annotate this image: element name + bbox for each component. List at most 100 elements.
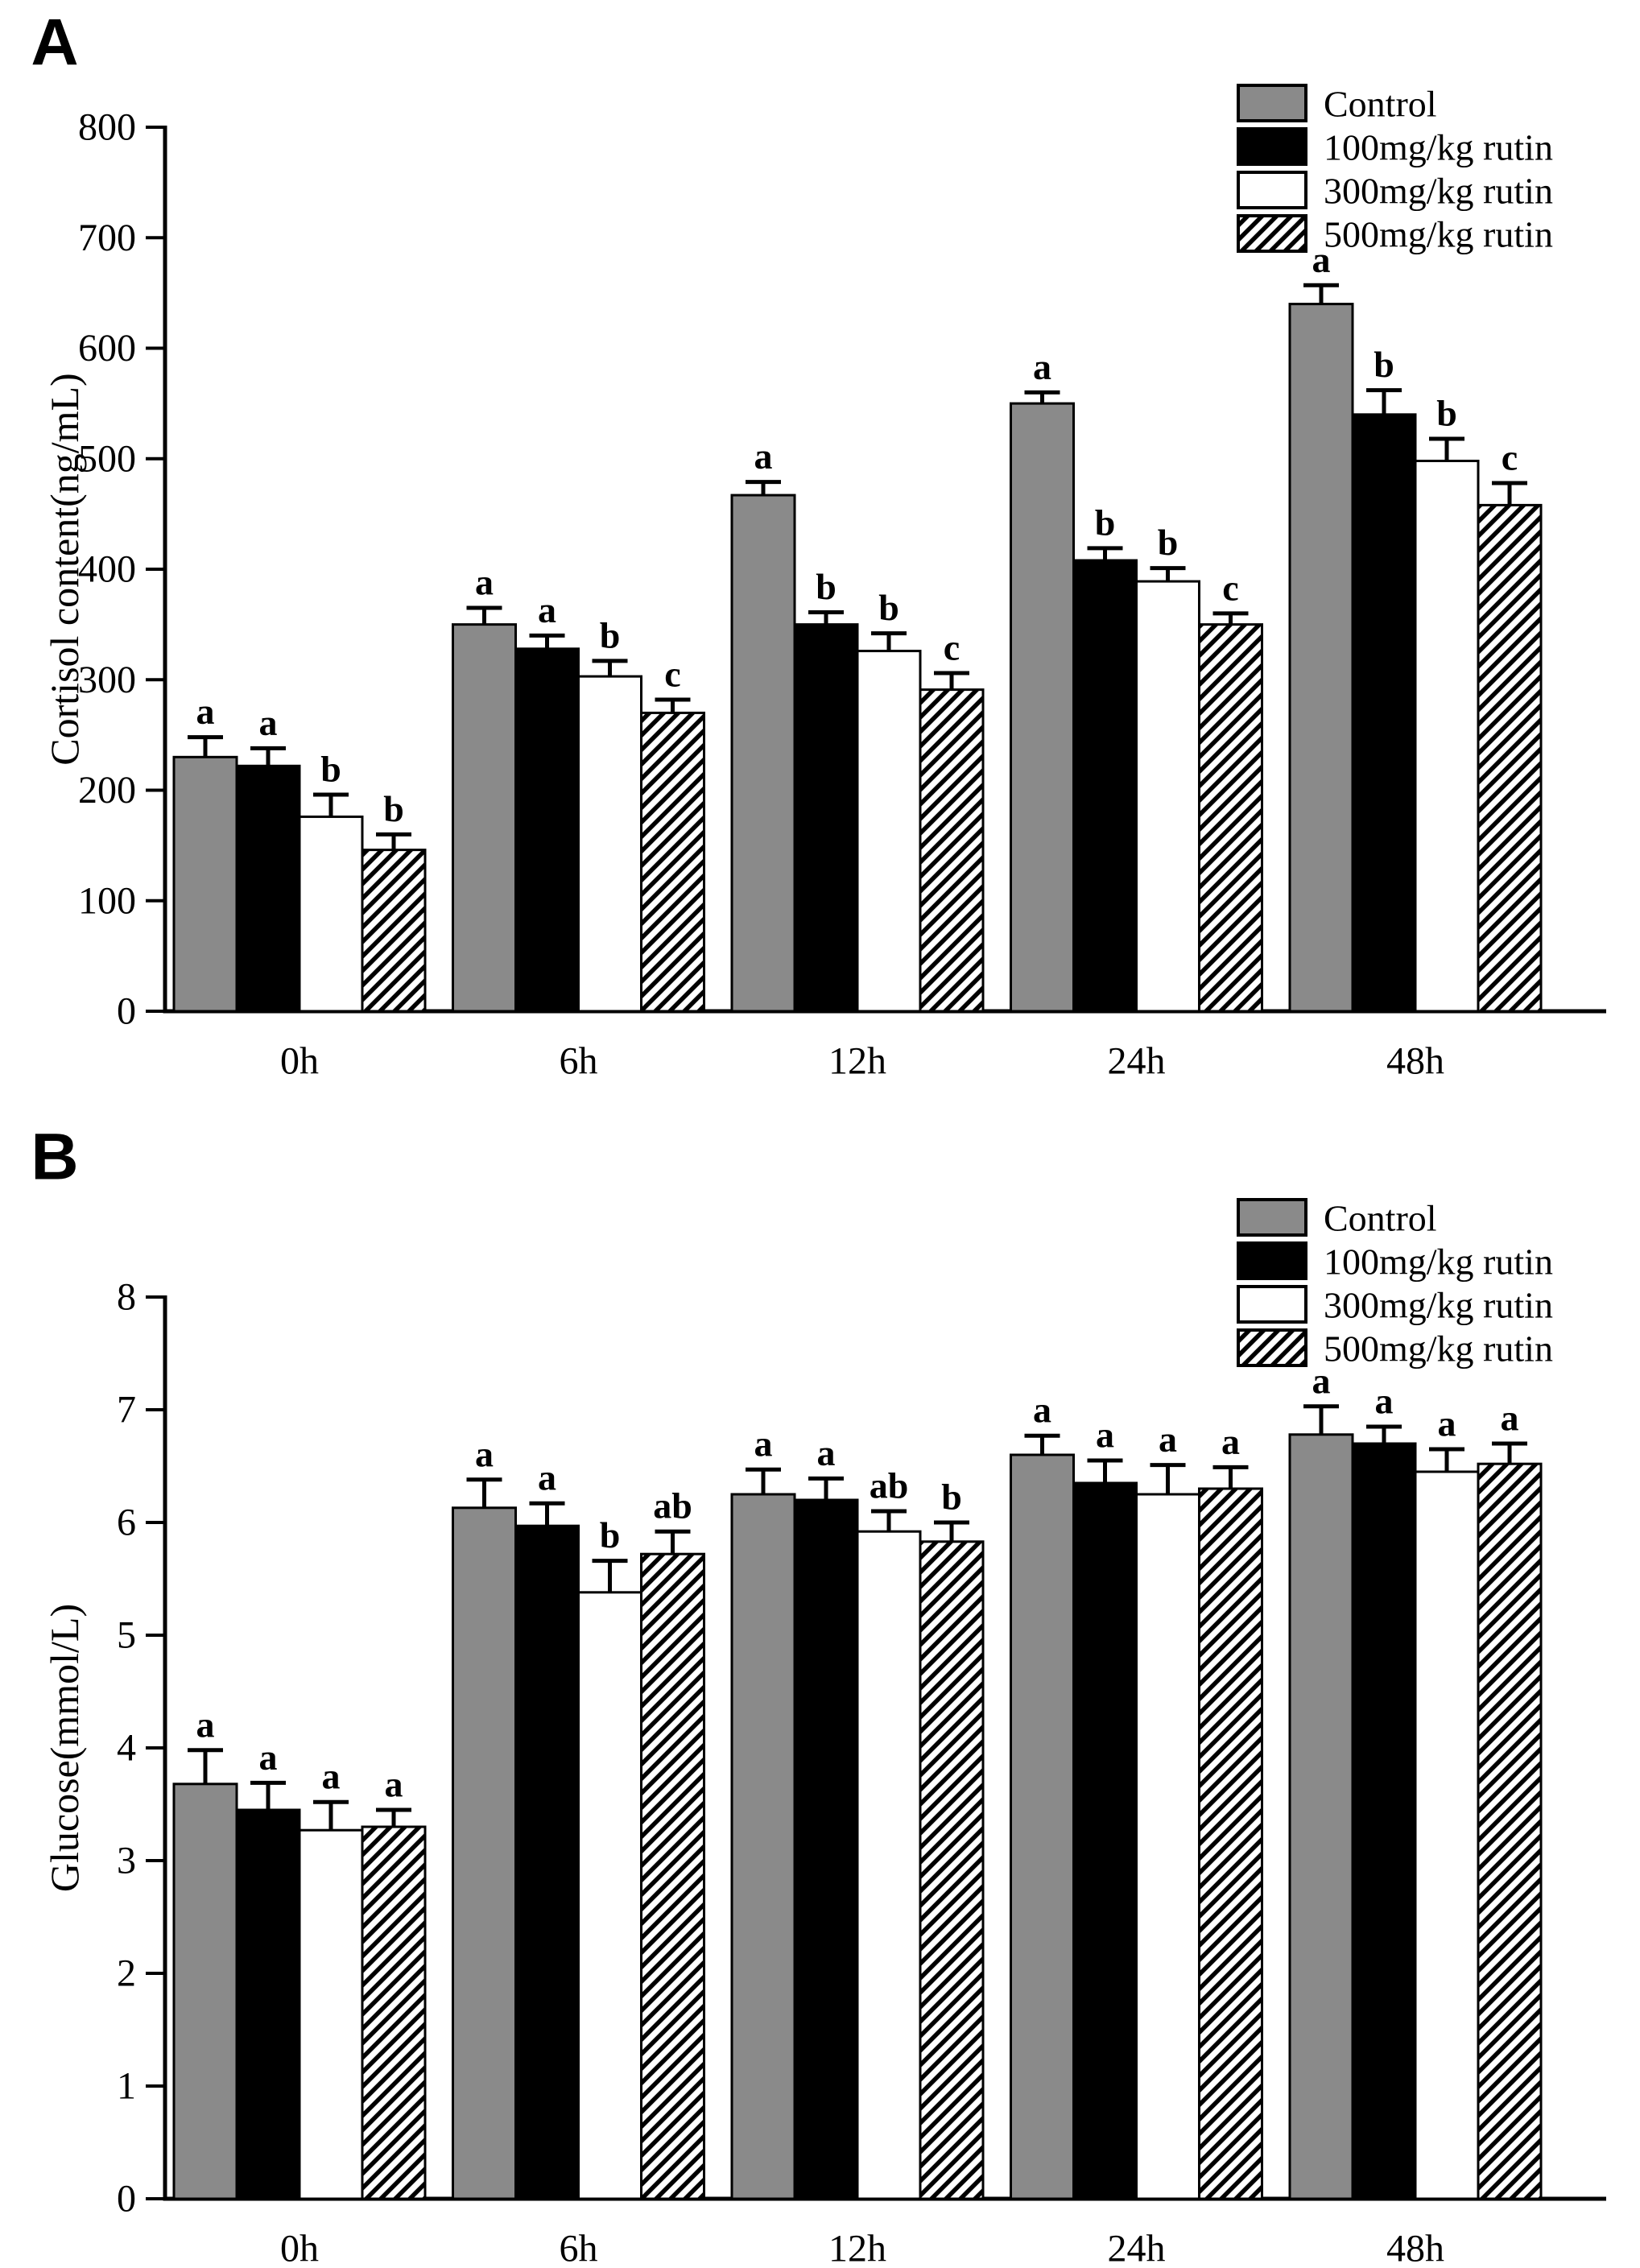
significance-letter: a xyxy=(1033,346,1051,387)
bar-hatch-24h xyxy=(1198,1487,1263,2200)
x-tick-label: 48h xyxy=(1386,2228,1444,2268)
y-tick-label: 700 xyxy=(78,217,136,259)
bar-white-6h xyxy=(577,1591,642,2200)
significance-letter: a xyxy=(475,562,494,603)
bar-white-48h xyxy=(1414,459,1480,1013)
y-tick-label: 300 xyxy=(78,659,136,701)
legend-swatch-hatch-icon xyxy=(1237,214,1307,253)
significance-letter: a xyxy=(1033,1390,1051,1431)
significance-letter: b xyxy=(941,1477,962,1518)
significance-letter: ab xyxy=(870,1465,909,1506)
bar-hatch-48h xyxy=(1477,1462,1543,2200)
significance-letter: b xyxy=(1436,393,1457,434)
significance-letter: b xyxy=(878,587,899,628)
bar-hatch-6h xyxy=(640,711,705,1013)
legend-swatch-hatch-icon xyxy=(1237,1328,1307,1367)
significance-letter: b xyxy=(1158,522,1179,563)
legend-swatch-white-icon xyxy=(1237,1285,1307,1324)
significance-letter: a xyxy=(754,436,773,477)
legend-label: 100mg/kg rutin xyxy=(1324,1241,1553,1283)
significance-letter: b xyxy=(600,1514,621,1555)
bar-black-0h xyxy=(235,1808,301,2200)
bar-white-48h xyxy=(1414,1470,1480,2200)
legend-label: Control xyxy=(1324,1198,1437,1239)
bar-white-24h xyxy=(1135,580,1200,1013)
legend-label: 300mg/kg rutin xyxy=(1324,171,1553,212)
bar-hatch-24h xyxy=(1198,623,1263,1013)
legend-swatch-black-icon xyxy=(1237,127,1307,166)
bar-black-12h xyxy=(793,1498,859,2200)
significance-letter: a xyxy=(1312,239,1331,280)
y-tick-label: 7 xyxy=(117,1389,136,1431)
bar-gray-48h xyxy=(1288,1433,1354,2200)
panel-A: A 0 100 200 300 400 500 600 700 800 Cortisol conte… xyxy=(31,6,1606,1083)
bar-black-6h xyxy=(514,1524,580,2200)
y-tick-label: 6 xyxy=(117,1502,136,1544)
significance-letter: a xyxy=(817,1432,836,1473)
bar-black-24h xyxy=(1072,1481,1138,2200)
significance-letter: c xyxy=(1502,436,1518,477)
bar-white-24h xyxy=(1135,1493,1200,2200)
significance-letter: a xyxy=(1375,1381,1394,1422)
bar-gray-6h xyxy=(452,1506,517,2200)
panel-label-A: A xyxy=(31,6,78,80)
significance-letter: a xyxy=(1501,1398,1519,1439)
significance-letter: b xyxy=(600,614,621,655)
significance-letter: a xyxy=(1096,1415,1114,1456)
significance-letter: a xyxy=(196,1704,215,1745)
y-tick-label: 200 xyxy=(78,769,136,812)
bar-gray-24h xyxy=(1010,402,1075,1013)
significance-letter: c xyxy=(944,627,960,668)
bar-black-48h xyxy=(1351,413,1417,1013)
bar-black-12h xyxy=(793,623,859,1013)
x-tick-label: 12h xyxy=(828,2228,886,2268)
significance-letter: a xyxy=(538,589,556,630)
y-tick-label: 400 xyxy=(78,548,136,591)
bar-gray-12h xyxy=(730,494,796,1013)
x-tick-label: 6h xyxy=(560,1040,598,1083)
legend-label: 500mg/kg rutin xyxy=(1324,1328,1553,1369)
significance-letter: a xyxy=(538,1457,556,1498)
significance-letter: a xyxy=(259,1737,278,1778)
bar-black-48h xyxy=(1351,1442,1417,2200)
bar-hatch-12h xyxy=(919,688,985,1013)
bar-gray-0h xyxy=(172,755,238,1013)
y-tick-label: 0 xyxy=(117,990,136,1033)
bar-white-12h xyxy=(856,1530,922,2200)
y-tick-label: 8 xyxy=(117,1276,136,1319)
significance-letter: a xyxy=(1438,1403,1456,1444)
significance-letter: b xyxy=(1374,344,1394,385)
y-tick-label: 2 xyxy=(117,1952,136,1995)
bar-hatch-48h xyxy=(1477,503,1543,1013)
legend-swatch-gray-icon xyxy=(1237,84,1307,122)
x-tick-label: 48h xyxy=(1386,1040,1444,1083)
significance-letter: a xyxy=(1221,1421,1240,1462)
bar-black-24h xyxy=(1072,559,1138,1013)
x-tick-label: 24h xyxy=(1108,1040,1166,1083)
significance-letter: a xyxy=(1312,1360,1331,1401)
bar-black-0h xyxy=(235,764,301,1013)
y-axis-title: Glucose(mmol/L) xyxy=(42,1604,87,1892)
significance-letter: a xyxy=(1159,1419,1177,1460)
x-tick-label: 0h xyxy=(280,2228,319,2268)
y-tick-label: 1 xyxy=(117,2065,136,2108)
significance-letter: a xyxy=(385,1764,403,1805)
significance-letter: a xyxy=(196,691,215,732)
y-tick-label: 500 xyxy=(78,437,136,480)
bar-gray-12h xyxy=(730,1493,796,2200)
bar-hatch-6h xyxy=(640,1552,705,2200)
significance-letter: a xyxy=(322,1756,341,1797)
bar-gray-0h xyxy=(172,1783,238,2200)
bar-gray-24h xyxy=(1010,1453,1075,2200)
bar-hatch-0h xyxy=(361,849,427,1013)
x-tick-label: 24h xyxy=(1108,2228,1166,2268)
y-tick-label: 100 xyxy=(78,879,136,922)
significance-letter: b xyxy=(320,748,341,789)
y-tick-label: 800 xyxy=(78,106,136,149)
legend-swatch-black-icon xyxy=(1237,1241,1307,1280)
bar-gray-6h xyxy=(452,623,517,1013)
bar-hatch-12h xyxy=(919,1540,985,2200)
